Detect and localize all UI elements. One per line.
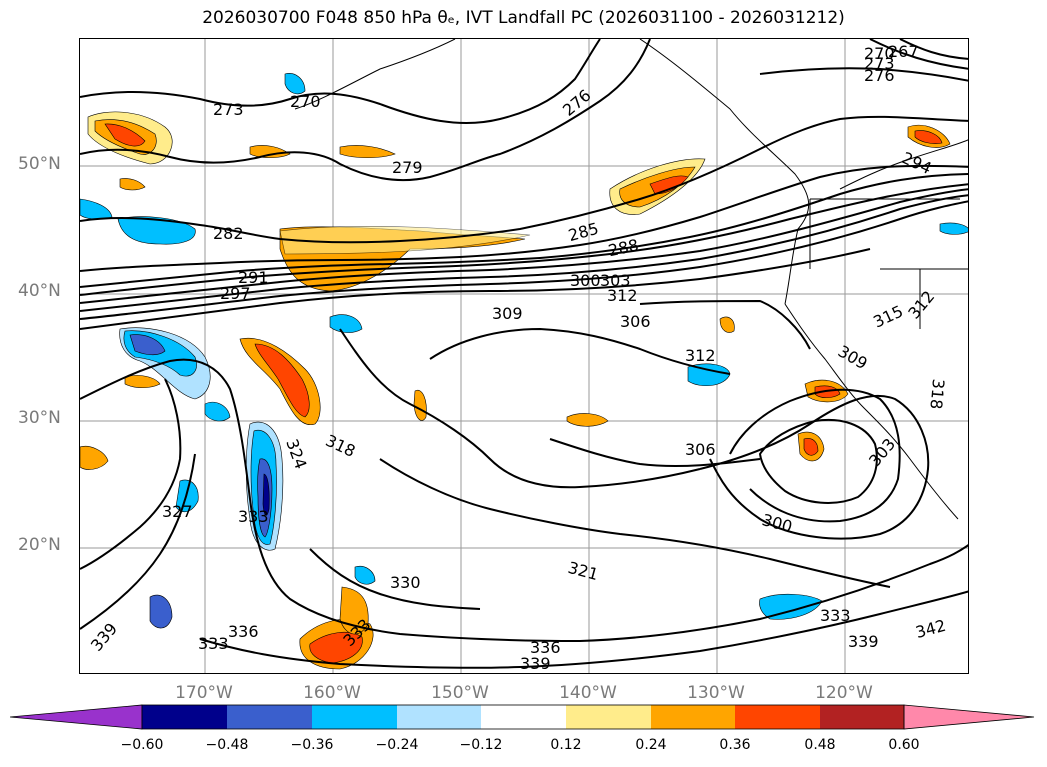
- colorbar-tick: −0.12: [459, 737, 503, 753]
- contour-label: 309: [835, 342, 871, 374]
- colorbar-tick: −0.60: [120, 737, 164, 753]
- contour-label: 279: [392, 158, 423, 177]
- contour-label: 330: [390, 573, 421, 592]
- contour-label: 333: [238, 507, 269, 526]
- contour-label: 336: [530, 638, 561, 657]
- contour-label: 309: [492, 304, 523, 323]
- contour-labels: 273 270 276 279 282 285 288 291 297 300 …: [87, 42, 948, 673]
- contour-label: 333: [820, 606, 851, 625]
- contour-label: 291: [238, 268, 269, 287]
- contour-label: 315: [870, 301, 906, 331]
- lon-label-150w: 150°W: [431, 683, 489, 703]
- colorbar-tick: −0.24: [375, 737, 419, 753]
- colorbar-tick: −0.48: [205, 737, 249, 753]
- contour-label: 312: [607, 286, 638, 305]
- contour-label: 336: [228, 622, 259, 641]
- lon-label-130w: 130°W: [687, 683, 745, 703]
- colorbar-segment: [735, 705, 820, 729]
- colorbar-segment: [481, 705, 566, 729]
- map-canvas: 273 270 276 279 282 285 288 291 297 300 …: [80, 39, 968, 673]
- contour-label: 300: [570, 271, 601, 290]
- contour-label: 312: [685, 346, 716, 365]
- colorbar-tick: 0.48: [804, 737, 836, 753]
- contour-label: 270: [290, 92, 321, 111]
- colorbar-segment: [227, 705, 312, 729]
- colorbar-tick: 0.36: [719, 737, 751, 753]
- theta-e-contours: [80, 39, 968, 669]
- colorbar-segment: [566, 705, 651, 729]
- contour-label: 273: [213, 100, 244, 119]
- contour-label: 339: [520, 654, 551, 673]
- colorbar-segment: [903, 704, 1035, 730]
- colorbar-segment: [10, 704, 143, 730]
- contour-label: 273: [864, 54, 895, 73]
- contour-label: 306: [685, 440, 716, 459]
- colorbar-tick: 0.12: [550, 737, 582, 753]
- contour-label: 327: [162, 502, 193, 521]
- contour-label: 321: [566, 558, 600, 584]
- lon-label-140w: 140°W: [559, 683, 617, 703]
- colorbar-tick: −0.36: [290, 737, 334, 753]
- contour-label: 339: [848, 632, 879, 651]
- contour-label: 276: [864, 66, 895, 85]
- contour-label: 267: [888, 42, 919, 61]
- colorbar-tick: 0.24: [635, 737, 667, 753]
- lon-label-160w: 160°W: [303, 683, 361, 703]
- contour-label: 333: [198, 634, 229, 653]
- contour-label: 285: [566, 219, 600, 245]
- lon-label-120w: 120°W: [815, 683, 873, 703]
- lat-label-30n: 30°N: [18, 408, 61, 428]
- contour-label: 297: [220, 284, 251, 303]
- contour-label: 342: [914, 616, 948, 642]
- lat-label-50n: 50°N: [18, 154, 61, 174]
- coastline: [294, 39, 968, 520]
- colorbar: [10, 704, 1035, 730]
- colorbar-segment: [397, 705, 481, 729]
- colorbar-segment: [312, 705, 397, 729]
- contour-label: 312: [904, 287, 938, 323]
- contour-label: 270: [864, 44, 895, 63]
- lon-label-170w: 170°W: [175, 683, 233, 703]
- contour-label: 318: [323, 431, 359, 461]
- contour-label: 303: [600, 271, 631, 290]
- colorbar-segment: [142, 705, 227, 729]
- colorbar-segment: [820, 705, 904, 729]
- lat-label-20n: 20°N: [18, 535, 61, 555]
- contour-label: 306: [620, 312, 651, 331]
- contour-label: 282: [213, 224, 244, 243]
- map-panel: 273 270 276 279 282 285 288 291 297 300 …: [79, 38, 969, 674]
- colorbar-segment: [651, 705, 735, 729]
- map-title: 2026030700 F048 850 hPa θₑ, IVT Landfall…: [202, 8, 845, 28]
- colorbar-tick: 0.60: [888, 737, 920, 753]
- contour-label: 324: [282, 436, 310, 471]
- lat-label-40n: 40°N: [18, 281, 61, 301]
- contour-label: 339: [87, 619, 121, 655]
- contour-label: 318: [926, 378, 948, 410]
